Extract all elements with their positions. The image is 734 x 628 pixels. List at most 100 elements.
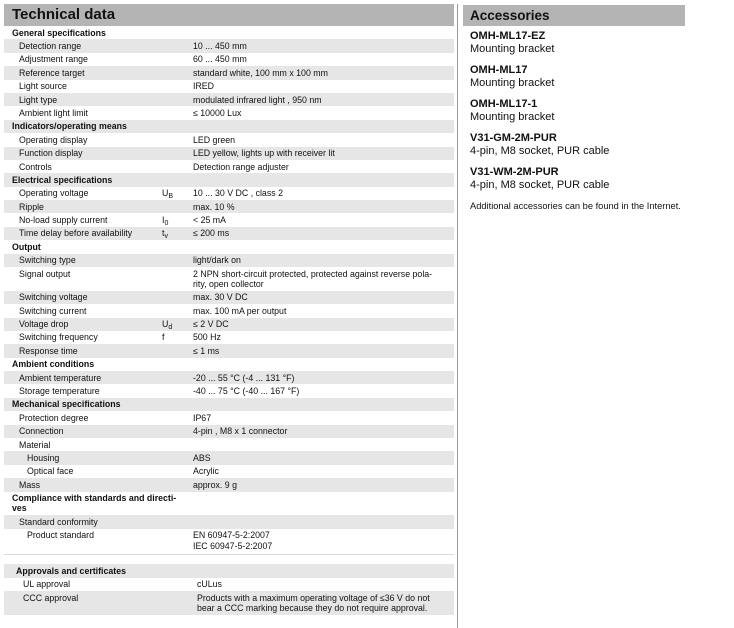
spec-row: Switching voltage max. 30 V DC [4, 290, 454, 305]
spec-row: Detection range 10 ... 450 mm [4, 39, 454, 53]
spec-label: Detection range [19, 40, 82, 51]
text-line: < 25 mA [193, 215, 227, 226]
symbol-subscript: v [164, 233, 168, 241]
spec-label: Switching frequency [19, 332, 98, 343]
section-title: Ambient conditions [4, 359, 187, 369]
text-line: 2 NPN short-circuit protected, protected… [193, 268, 433, 279]
spec-label: Time delay before availability [19, 228, 133, 239]
text-line: max. 10 % [193, 201, 235, 212]
text-line: 10 ... 450 mm [193, 40, 247, 51]
section-heading: Indicators/operating means [4, 119, 454, 134]
symbol-main: I [162, 215, 165, 226]
spec-label: Ripple [19, 201, 44, 212]
spec-value: LED green [193, 135, 451, 145]
accessory-name: OMH-ML17-EZ [470, 30, 546, 42]
text-line: approx. 9 g [193, 479, 238, 490]
spec-label: Product standard [27, 530, 94, 541]
spec-row: Light source IRED [4, 80, 454, 93]
text-line: cULus [197, 579, 222, 590]
spec-value: cULus [197, 579, 451, 589]
spec-row: Adjustment range 60 ... 450 mm [4, 53, 454, 66]
column-divider [457, 4, 458, 628]
section-title: Electrical specifications [4, 175, 187, 185]
text-line: 500 Hz [193, 332, 221, 343]
spec-label: Material [19, 439, 51, 450]
text-line: max. 100 mA per output [193, 305, 287, 316]
spec-value: modulated infrared light , 950 nm [193, 95, 451, 105]
spec-value: ≤ 1 ms [193, 346, 451, 356]
spec-value: 10 ... 30 V DC , class 2 [193, 188, 451, 198]
spec-value: 4-pin , M8 x 1 connector [193, 426, 451, 436]
spec-symbol: Ud [162, 319, 172, 333]
spec-label: Ambient light limit [19, 107, 88, 118]
spec-value: 500 Hz [193, 332, 451, 342]
spec-label: Optical face [27, 466, 74, 477]
spec-value: standard white, 100 mm x 100 mm [193, 68, 451, 78]
spec-label: Ambient temperature [19, 372, 102, 383]
symbol-main: t [162, 228, 165, 239]
text-line: rity, open collector [193, 278, 264, 289]
spec-row: Operating voltage UB 10 ... 30 V DC , clas… [4, 187, 454, 200]
section-heading: General specifications [4, 26, 454, 39]
spec-row: UL approval cULus [4, 578, 454, 591]
spec-value: 2 NPN short-circuit protected, protected… [193, 269, 451, 290]
spec-row: Housing ABS [4, 451, 454, 465]
spec-label: Light type [19, 94, 58, 105]
text-line: -40 ... 75 °C (-40 ... 167 °F) [193, 386, 300, 397]
spec-row: Ripple max. 10 % [4, 200, 454, 214]
text-line: EN 60947-5-2:2007 [193, 530, 270, 541]
accessory-name: OMH-ML17 [470, 64, 528, 76]
technical-data-title: Technical data [4, 4, 454, 26]
accessory-item: V31-WM-2M-PUR 4-pin, M8 socket, PUR cable [463, 166, 685, 192]
symbol-subscript: B [168, 193, 174, 201]
spec-value: 10 ... 450 mm [193, 41, 451, 51]
spec-label: Voltage drop [19, 319, 69, 330]
spec-row: Connection 4-pin , M8 x 1 connector [4, 424, 454, 439]
accessory-description: 4-pin, M8 socket, PUR cable [470, 179, 610, 191]
spec-row: No-load supply current I0 < 25 mA [4, 213, 454, 229]
text-line: LED green [193, 134, 236, 145]
spec-value: < 25 mA [193, 215, 451, 225]
text-line: Mechanical specifications [12, 399, 121, 410]
spec-symbol: f [162, 332, 164, 342]
spec-label: Storage temperature [19, 386, 100, 397]
accessory-item: V31-GM-2M-PUR 4-pin, M8 socket, PUR cable [463, 132, 685, 158]
spec-row: Light type modulated infrared light , 950… [4, 92, 454, 107]
accessory-description: Mounting bracket [470, 77, 555, 89]
text-line: bear a CCC marking because they do not r… [197, 603, 428, 614]
spec-label: Adjustment range [19, 54, 88, 65]
text-line: light/dark on [193, 255, 241, 266]
spec-row: Material [4, 438, 454, 451]
accessory-name: V31-GM-2M-PUR [470, 132, 557, 144]
spec-row: Optical face Acrylic [4, 465, 454, 478]
spec-value: Acrylic [193, 466, 451, 476]
spec-value: ≤ 200 ms [193, 228, 451, 238]
spec-value: 60 ... 450 mm [193, 54, 451, 64]
text-line: Acrylic [193, 466, 219, 477]
accessory-description: 4-pin, M8 socket, PUR cable [470, 145, 610, 157]
text-line: ≤ 10000 Lux [193, 107, 242, 118]
text-line: ves [12, 503, 27, 514]
spec-symbol: tv [162, 228, 168, 242]
accessories-panel: Accessories OMH-ML17-EZ Mounting bracket O… [463, 5, 685, 212]
spec-value: Detection range adjuster [193, 162, 451, 172]
accessories-note: Additional accessories can be found in t… [470, 201, 681, 211]
text-line: Approvals and certificates [16, 565, 126, 576]
spec-row: Controls Detection range adjuster [4, 160, 454, 173]
text-line: -20 ... 55 °C (-4 ... 131 °F) [193, 372, 295, 383]
symbol-subscript: d [168, 324, 173, 332]
spec-value: LED yellow, lights up with receiver lit [193, 148, 451, 158]
spec-row: Reference target standard white, 100 mm x… [4, 66, 454, 80]
spec-label: No-load supply current [19, 215, 108, 226]
text-line: ≤ 1 ms [193, 345, 220, 356]
text-line: Electrical specifications [12, 174, 113, 185]
spec-label: Switching current [19, 305, 87, 316]
text-line: IEC 60947-5-2:2007 [193, 540, 273, 551]
spec-label: Function display [19, 148, 83, 159]
spec-row: Operating display LED green [4, 133, 454, 146]
spec-label: Operating display [19, 134, 88, 145]
text-line: IRED [193, 81, 215, 92]
spec-row: Time delay before availability tv ≤ 200 ms [4, 226, 454, 242]
spec-symbol: I0 [162, 215, 168, 229]
accessory-item: OMH-ML17-1 Mounting bracket [463, 98, 685, 124]
